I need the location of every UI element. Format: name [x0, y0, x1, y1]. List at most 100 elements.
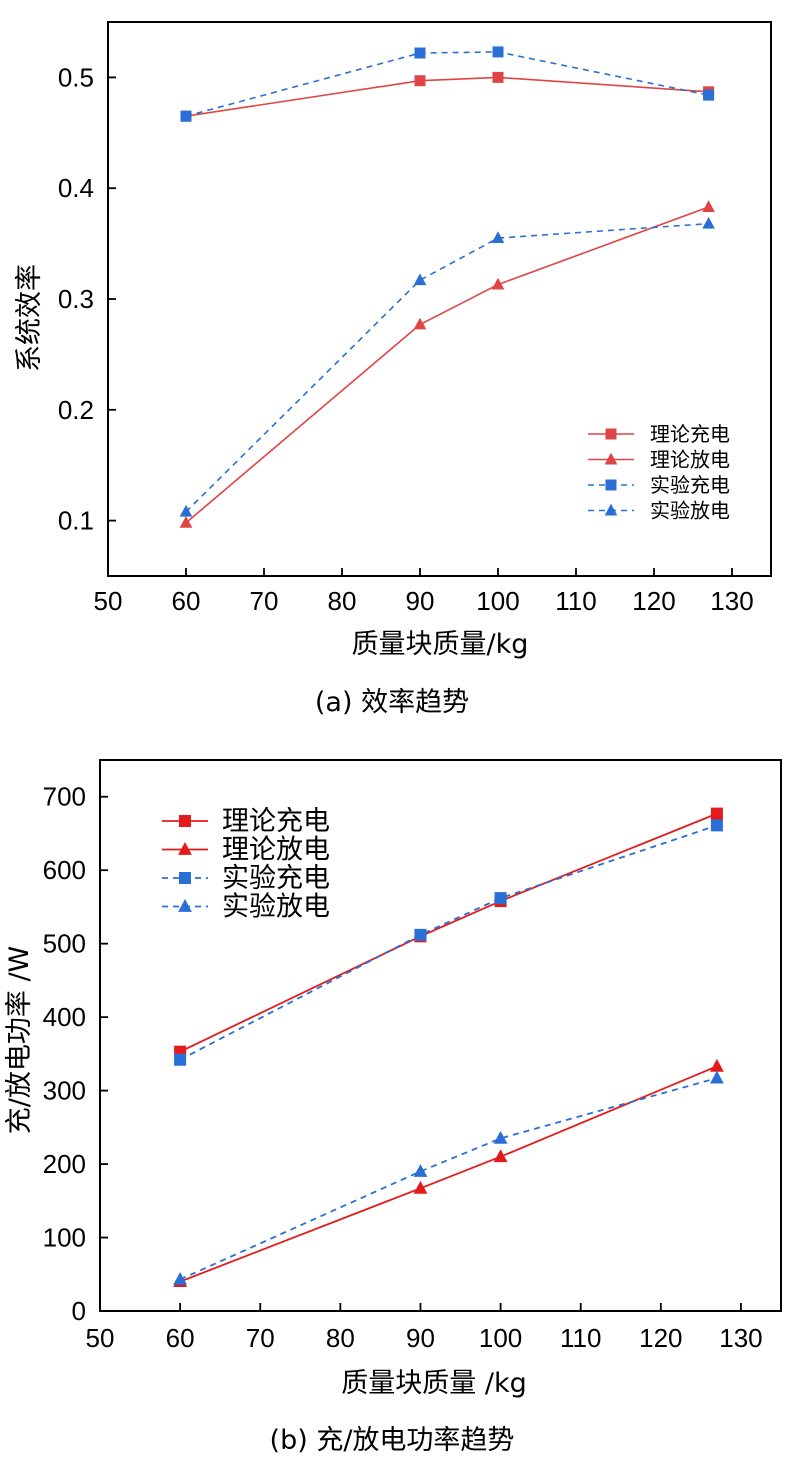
chart-a-legend-marker — [604, 452, 618, 465]
chart-a-series-line-1 — [185, 76, 709, 117]
chart-a-series-2-point — [413, 317, 427, 330]
chart-a-x-tick-label: 80 — [328, 586, 357, 616]
chart-a-legend-label: 实验放电 — [650, 499, 730, 523]
chart-b-series-3-point — [494, 892, 507, 905]
chart-b-series-3-point — [414, 928, 427, 941]
chart-a-legend-marker — [604, 503, 618, 516]
chart-a-legend-entry-1: 理论充电 — [588, 422, 730, 446]
chart-b-x-axis: 50 60 70 80 90 100 110 120 130 — [86, 1303, 763, 1353]
chart-a-legend-label: 实验充电 — [650, 473, 730, 497]
chart-a-legend-entry-3: 实验充电 — [588, 473, 730, 497]
chart-b-x-tick-label: 100 — [479, 1323, 522, 1353]
chart-a-series-2-point — [702, 200, 715, 212]
chart-b-y-axis-label: 充/放电功率 /W — [4, 946, 35, 1134]
chart-a-series-line-2 — [185, 206, 709, 524]
chart-a-x-tick-label: 70 — [250, 586, 279, 616]
chart-a-legend-marker — [605, 479, 617, 491]
chart-b-legend-marker — [179, 815, 191, 827]
chart-a-y-axis: 0.1 0.2 0.3 0.4 0.5 — [58, 62, 116, 536]
chart-b-series-2-point — [710, 1058, 724, 1072]
chart-b-x-tick-label: 60 — [166, 1323, 195, 1353]
chart-a-series-1-point — [414, 75, 426, 87]
chart-a-series-4-point — [491, 231, 505, 244]
chart-b-series-4-point — [710, 1070, 724, 1084]
chart-b-series-2-point — [493, 1149, 508, 1163]
chart-a-y-tick-label: 0.1 — [58, 506, 94, 536]
chart-b-x-tick-label: 130 — [719, 1323, 762, 1353]
chart-b-series-4-point — [493, 1130, 508, 1144]
chart-a-x-tick-label: 120 — [632, 586, 675, 616]
chart-a-y-axis-label: 系统效率 — [14, 264, 45, 372]
chart-b-x-tick-label: 70 — [246, 1323, 275, 1353]
chart-b-series-group — [173, 807, 724, 1288]
chart-b-y-tick-label: 200 — [43, 1149, 86, 1179]
chart-b-legend-entry-2: 理论放电 — [162, 835, 330, 866]
chart-a-legend-label: 理论充电 — [650, 422, 730, 446]
chart-b-series-line-3 — [179, 824, 718, 1061]
chart-a-series-3-point — [492, 46, 504, 58]
chart-b-series-2-point — [413, 1180, 428, 1194]
chart-b-series-4-point — [173, 1271, 188, 1285]
chart-a-series-3-point — [414, 47, 426, 59]
chart-b-legend-label: 理论充电 — [222, 806, 330, 837]
chart-b-legend-entry-1: 理论充电 — [162, 806, 330, 837]
chart-a-series-2-point — [491, 277, 505, 290]
chart-b-series-3-point — [174, 1053, 187, 1066]
chart-b-legend-label: 实验充电 — [222, 863, 330, 894]
chart-a-x-tick-label: 100 — [476, 586, 519, 616]
chart-b-legend-marker — [178, 842, 192, 855]
chart-b-series-3-point — [710, 819, 723, 832]
chart-b-series-line-4 — [179, 1077, 718, 1281]
chart-b-y-axis: 0 100 200 300 400 500 600 700 — [43, 782, 108, 1326]
chart-a-y-tick-label: 0.4 — [58, 173, 94, 203]
chart-b-x-tick-label: 90 — [406, 1323, 435, 1353]
chart-b-x-tick-label: 50 — [86, 1323, 115, 1353]
chart-a-x-tick-label: 50 — [94, 586, 123, 616]
chart-b-x-tick-label: 110 — [560, 1323, 601, 1353]
chart-a-y-tick-label: 0.2 — [58, 395, 94, 425]
chart-b-caption: (b) 充/放电功率趋势 — [270, 1425, 515, 1456]
chart-a-x-tick-label: 90 — [406, 586, 435, 616]
chart-a-x-tick-label: 130 — [710, 586, 753, 616]
chart-a-series-4-point — [702, 216, 715, 229]
chart-b-series-1-point — [710, 807, 723, 820]
chart-b-y-tick-label: 500 — [43, 929, 86, 959]
chart-a-legend-entry-4: 实验放电 — [588, 499, 730, 523]
chart-b-y-tick-label: 700 — [43, 782, 86, 812]
chart-b-legend-entry-3: 实验充电 — [162, 863, 330, 894]
chart-a-series-2-point — [179, 515, 193, 528]
chart-b-x-tick-label: 80 — [326, 1323, 355, 1353]
chart-a-x-tick-label: 60 — [172, 586, 201, 616]
chart-a-legend-entry-2: 理论放电 — [588, 448, 730, 472]
chart-a-x-axis-label: 质量块质量/kg — [352, 629, 529, 660]
chart-a-legend-marker — [605, 428, 617, 440]
chart-b-legend-label: 理论放电 — [222, 835, 330, 866]
chart-b-series-line-1 — [179, 812, 718, 1053]
chart-b-series-line-2 — [179, 1065, 718, 1283]
chart-a-y-tick-label: 0.3 — [58, 284, 94, 314]
chart-a-y-tick-label: 0.5 — [58, 62, 94, 92]
chart-b-x-tick-label: 120 — [639, 1323, 682, 1353]
chart-b-y-tick-label: 100 — [43, 1223, 86, 1253]
chart-a-series-3-point — [180, 110, 192, 122]
chart-a-series-group — [179, 46, 715, 528]
chart-a-series-1-point — [492, 71, 504, 83]
chart-b-x-axis-label: 质量块质量 /kg — [341, 1368, 526, 1399]
chart-a-series-line-3 — [185, 51, 709, 117]
chart-a-series-4-point — [413, 273, 427, 286]
chart-b-y-tick-label: 400 — [43, 1002, 86, 1032]
chart-b-legend-marker — [178, 899, 192, 912]
chart-a-series-3-point — [703, 89, 715, 101]
chart-b-plot-frame — [99, 759, 782, 1312]
chart-a-caption: (a) 效率趋势 — [315, 687, 469, 718]
chart-b-power: 50 60 70 80 90 100 110 120 130 0 100 200 300 400 500 6… — [4, 759, 782, 1456]
chart-a-efficiency: 50 60 70 80 90 100 110 120 130 0.1 0.2 0.3 0.4 0.5 理… — [14, 21, 772, 718]
chart-b-y-tick-label: 0 — [72, 1296, 86, 1326]
chart-b-legend-entry-4: 实验放电 — [162, 892, 330, 923]
chart-b-series-4-point — [413, 1163, 428, 1177]
chart-a-series-line-4 — [185, 222, 709, 513]
chart-a-series-4-point — [179, 504, 193, 517]
